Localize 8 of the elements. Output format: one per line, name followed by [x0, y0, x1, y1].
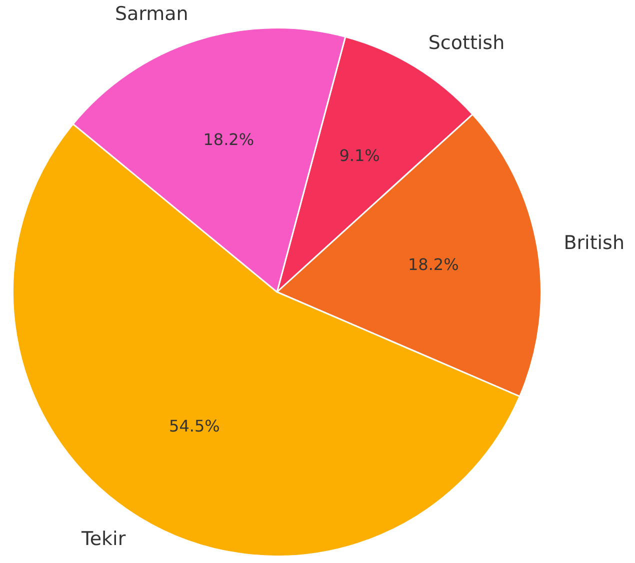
- data-label: 54.5%: [169, 416, 220, 436]
- slice-label: Sarman: [114, 3, 188, 26]
- data-label: 9.1%: [339, 146, 380, 165]
- data-label: 18.2%: [203, 130, 254, 150]
- slice-label: Scottish: [428, 32, 505, 54]
- data-label: 18.2%: [408, 255, 459, 274]
- slice-label: Tekir: [80, 528, 126, 550]
- slice-label: British: [564, 232, 624, 254]
